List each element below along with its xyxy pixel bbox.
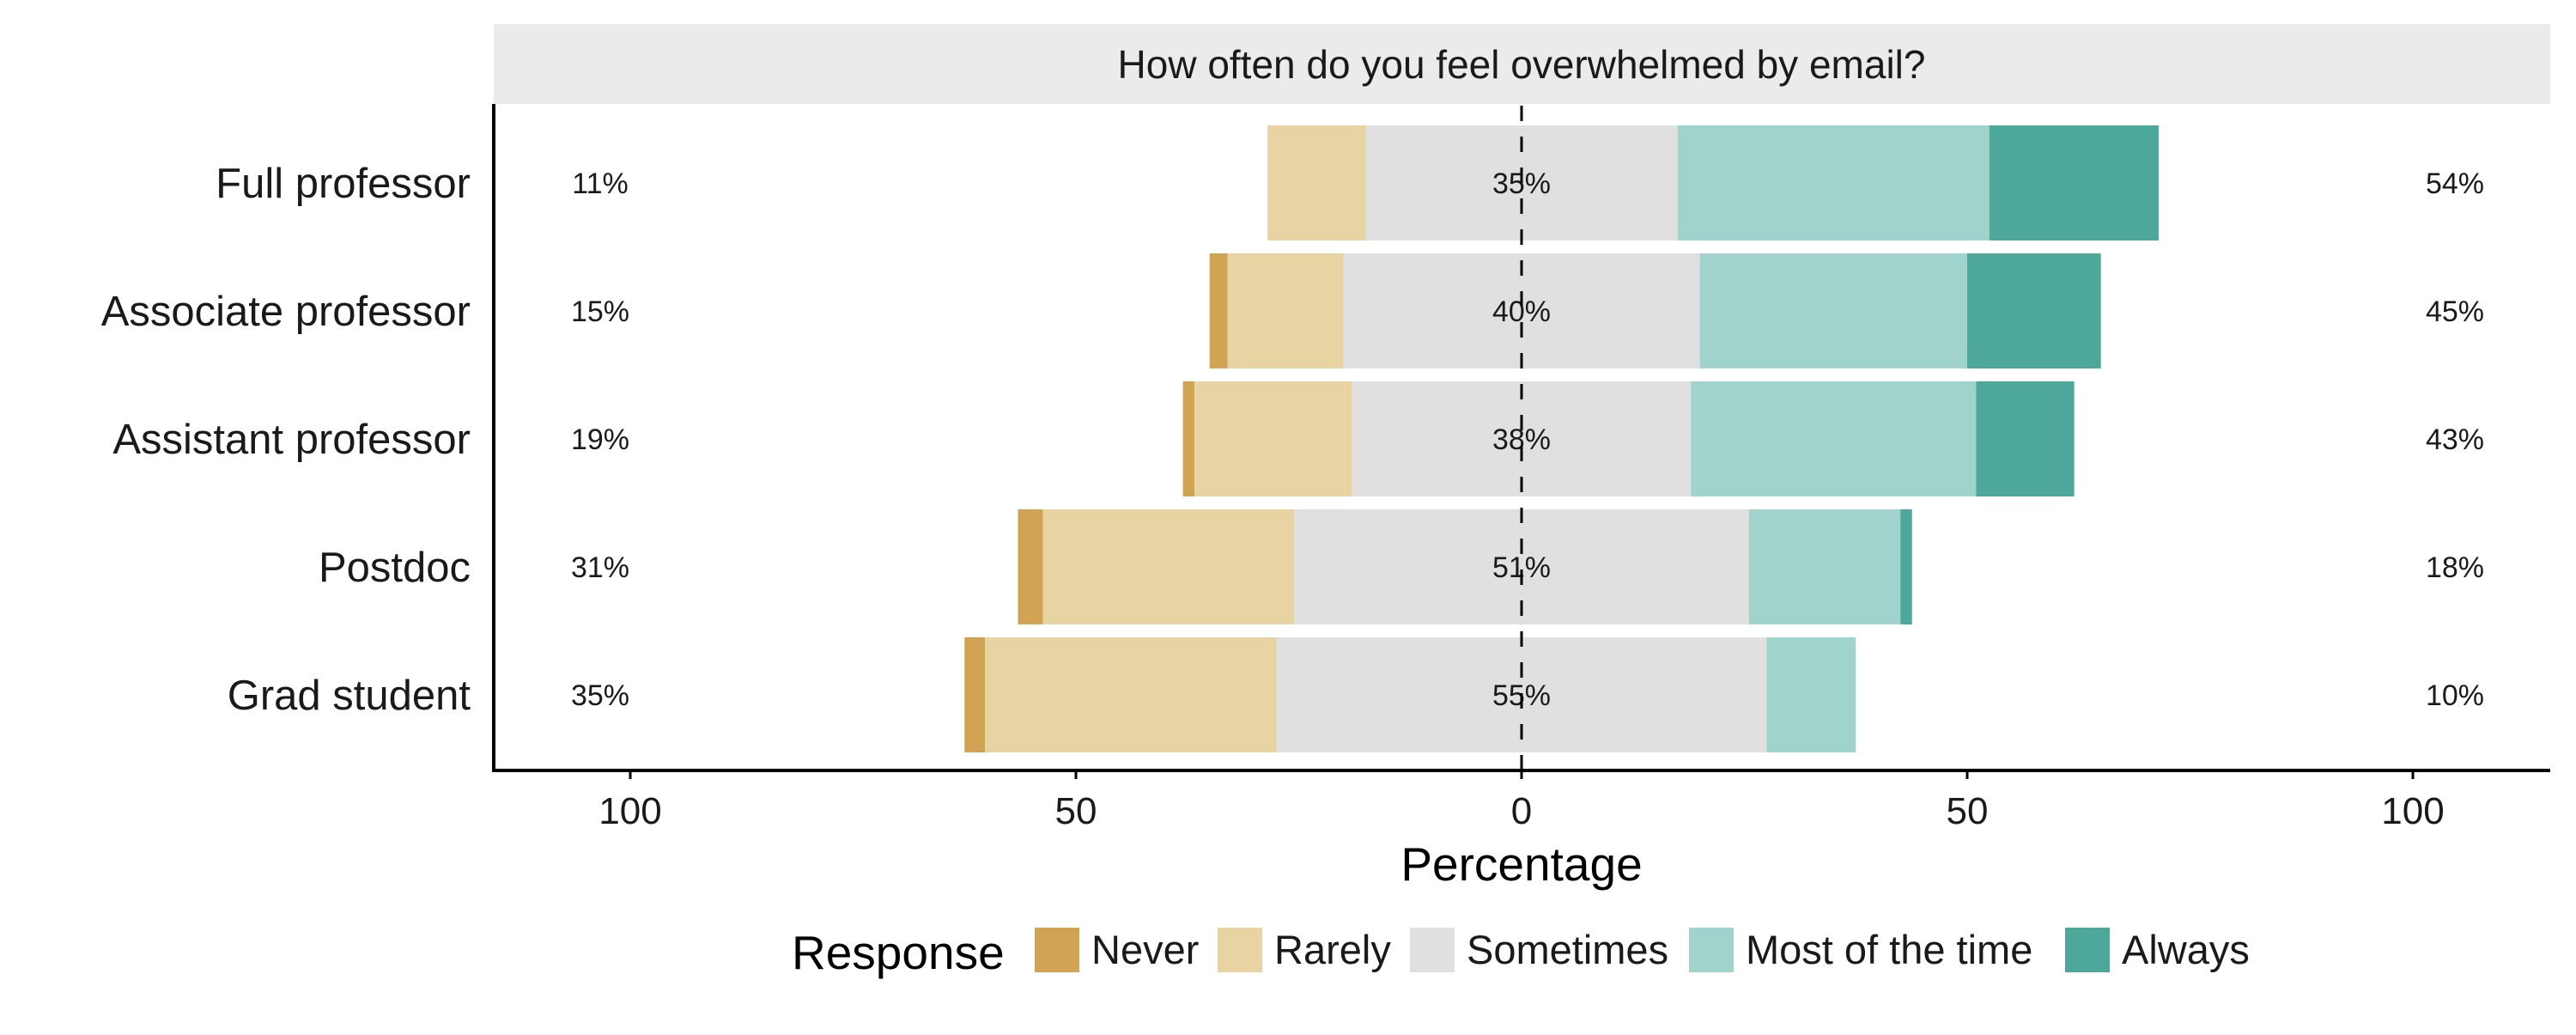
right-pct-label: 10% xyxy=(2426,679,2484,712)
bar-full-professor-always xyxy=(1989,125,2160,240)
bar-associate-professor-never xyxy=(1209,253,1228,368)
left-pct-label: 19% xyxy=(571,423,629,456)
legend-label-always: Always xyxy=(2122,927,2250,972)
bar-grad-student-rarely xyxy=(985,637,1277,752)
panel-strip xyxy=(494,24,2550,104)
bar-associate-professor-always xyxy=(1967,253,2101,368)
legend-swatch-sometimes xyxy=(1410,928,1455,972)
bar-associate-professor-most-of-the-time xyxy=(1699,253,1967,368)
bar-postdoc-always xyxy=(1900,509,1912,624)
x-tick-label: 100 xyxy=(598,790,661,832)
right-pct-label: 45% xyxy=(2426,295,2484,328)
category-label-grad-student: Grad student xyxy=(228,673,471,719)
ticks-layer: 100 50 0 50 100 xyxy=(598,770,2445,832)
legend: Response Never Rarely Sometimes Most of the… xyxy=(792,926,2250,979)
legend-swatch-always xyxy=(2065,928,2110,972)
category-label-postdoc: Postdoc xyxy=(319,545,471,591)
legend-swatch-never xyxy=(1035,928,1079,972)
x-tick-label: 50 xyxy=(1055,790,1097,832)
legend-label-sometimes: Sometimes xyxy=(1467,927,1668,972)
right-pct-label: 43% xyxy=(2426,423,2484,456)
category-label-associate-professor: Associate professor xyxy=(101,289,471,335)
bar-postdoc-never xyxy=(1018,509,1043,624)
bar-assistant-professor-most-of-the-time xyxy=(1691,381,1977,496)
category-label-assistant-professor: Assistant professor xyxy=(112,417,471,463)
left-pct-label: 35% xyxy=(571,679,629,712)
legend-label-most-of-the-time: Most of the time xyxy=(1746,927,2032,972)
bar-full-professor-most-of-the-time xyxy=(1677,125,1990,240)
right-pct-label: 18% xyxy=(2426,551,2484,584)
panel-title: How often do you feel overwhelmed by ema… xyxy=(1118,42,1926,87)
bar-grad-student-never xyxy=(964,637,986,752)
legend-label-never: Never xyxy=(1091,927,1199,972)
bar-assistant-professor-rarely xyxy=(1194,381,1352,496)
bar-assistant-professor-never xyxy=(1182,381,1195,496)
left-pct-label: 15% xyxy=(571,295,629,328)
legend-label-rarely: Rarely xyxy=(1274,927,1391,972)
legend-swatch-rarely xyxy=(1218,928,1262,972)
bar-assistant-professor-always xyxy=(1976,381,2075,496)
x-tick-label: 50 xyxy=(1947,790,1989,832)
bars-layer xyxy=(964,125,2160,752)
x-tick-label: 100 xyxy=(2381,790,2444,832)
bar-associate-professor-rarely xyxy=(1227,253,1344,368)
left-pct-label: 31% xyxy=(571,551,629,584)
x-tick-label: 0 xyxy=(1511,790,1532,832)
x-axis-title: Percentage xyxy=(1400,837,1642,891)
right-pct-label: 54% xyxy=(2426,167,2484,200)
bar-postdoc-rarely xyxy=(1042,509,1295,624)
bar-full-professor-rarely xyxy=(1267,125,1366,240)
left-pct-label: 11% xyxy=(572,167,629,200)
legend-title: Response xyxy=(792,926,1005,979)
legend-swatch-most-of-the-time xyxy=(1689,928,1734,972)
category-label-full-professor: Full professor xyxy=(216,161,471,207)
bar-postdoc-most-of-the-time xyxy=(1748,509,1901,624)
bar-grad-student-most-of-the-time xyxy=(1766,637,1856,752)
